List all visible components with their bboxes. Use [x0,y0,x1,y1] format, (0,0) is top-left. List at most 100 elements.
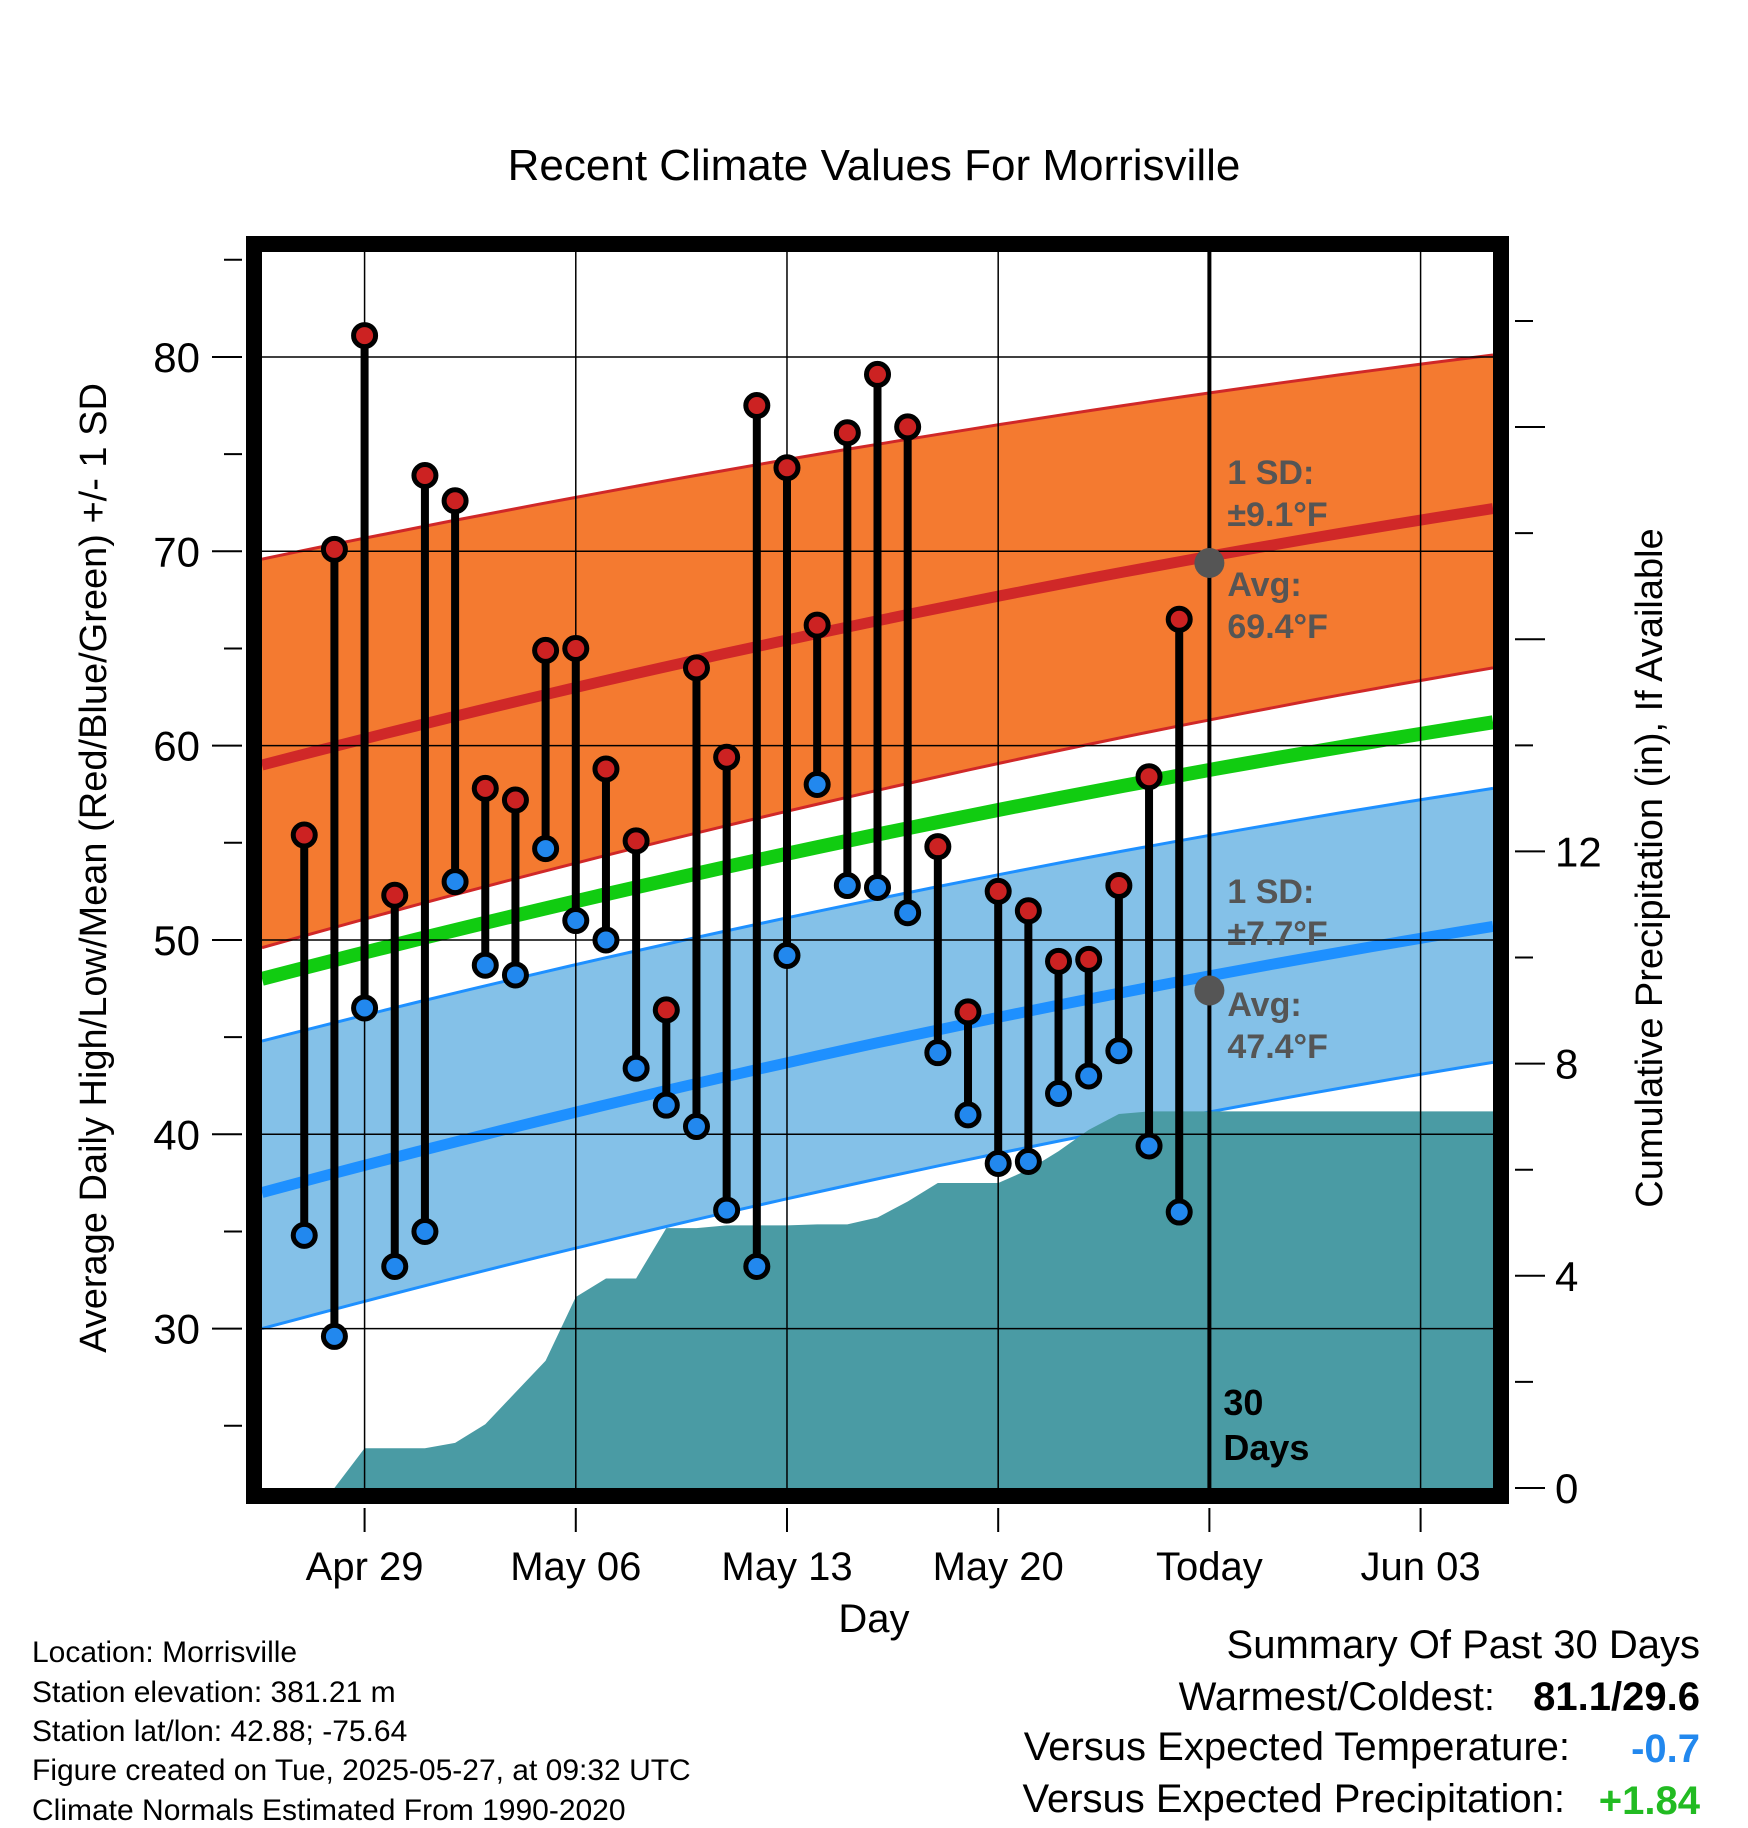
high-avg-marker [1194,547,1225,578]
summary-temp-value: -0.7 [1631,1727,1700,1771]
low-point [441,868,469,896]
low-point [924,1039,952,1067]
high-point [1105,872,1133,900]
low-point [864,873,891,901]
low-point [652,1091,680,1119]
high-point [1045,947,1073,975]
chart-title: Recent Climate Values For Morrisville [508,141,1241,190]
low-point [682,1113,710,1141]
low-point [501,961,529,989]
low-point [894,899,922,927]
summary-warm-cold-value: 81.1/29.6 [1533,1675,1700,1719]
high-point [954,998,982,1026]
high-point [351,322,379,350]
low-point [1075,1062,1103,1090]
footer-normals: Climate Normals Estimated From 1990-2020 [32,1794,626,1827]
y-axis-label: Average Daily High/Low/Mean (Red/Blue/Gr… [73,383,115,1353]
y2-tick-label-8: 8 [1555,1041,1578,1088]
high-point [803,611,831,639]
high-point [713,743,741,771]
high-point [290,821,318,849]
high-point [773,454,801,482]
footer-created: Figure created on Tue, 2025-05-27, at 09… [32,1754,691,1787]
high-point [1075,945,1103,973]
high-point [984,877,1012,905]
high-point [562,634,590,662]
high-point [320,535,348,563]
high-point [652,996,680,1024]
low-avg-marker [1194,975,1225,1006]
low-lower-line [262,1060,1493,1331]
low-avg-value: 47.4°F [1227,1028,1328,1066]
x-tick-label: Apr 29 [306,1545,424,1589]
y-tick-label-50: 50 [153,917,200,964]
high-point [622,827,650,855]
low-avg-line [262,920,1493,1198]
low-avg-label: Avg: [1227,986,1301,1024]
low-sd-label: 1 SD: [1227,873,1314,911]
x-tick-label: Jun 03 [1361,1545,1481,1589]
high-point [1165,605,1193,633]
high-point [1135,763,1163,791]
low-point [1014,1148,1042,1176]
high-point [501,786,529,814]
low-point [954,1101,982,1129]
high-point [592,755,620,783]
y-tick-label-60: 60 [153,723,200,770]
low-point [351,994,379,1022]
plot-area: 1 SD: ±9.1°F Avg: 69.4°F 1 SD: ±7.7°F Avg: 47.4… [153,236,1602,1589]
summary-precip-label: Versus Expected Precipitation: [1022,1777,1565,1821]
x-axis-label: Day [838,1597,909,1641]
x-tick-label: May 13 [721,1545,852,1589]
high-point [532,636,560,664]
low-point [592,926,620,954]
summary-warm-cold-label: Warmest/Coldest: [1179,1675,1495,1719]
plot-frame [246,236,1509,1504]
y-tick-label-30: 30 [153,1306,200,1353]
low-point [1165,1198,1193,1226]
low-point [471,951,499,979]
high-point [743,392,771,420]
low-point [532,835,560,863]
high-point [441,487,469,515]
summary-temp-label: Versus Expected Temperature: [1024,1725,1570,1769]
y-tick-label-40: 40 [153,1111,200,1158]
low-point [803,770,831,798]
footer-location: Location: Morrisville [32,1636,297,1669]
low-point [743,1252,771,1280]
low-point [320,1322,348,1350]
high-sd-label: 1 SD: [1227,454,1314,492]
high-point [1014,897,1042,925]
summary-title: Summary Of Past 30 Days [1227,1623,1700,1667]
x-tick-label: May 20 [933,1545,1064,1589]
high-point [682,654,710,682]
low-sd-band [262,788,1493,1329]
low-point [1135,1132,1163,1160]
x-tick-label: Today [1156,1545,1263,1589]
low-point [984,1149,1012,1177]
high-avg-label: Avg: [1227,566,1301,604]
high-point [411,461,439,489]
low-point [622,1054,650,1082]
summary-precip-value: +1.84 [1599,1779,1701,1823]
low-point [381,1252,409,1280]
x-tick-label: May 06 [510,1545,641,1589]
y-tick-label-70: 70 [153,528,200,575]
high-point [924,833,952,861]
high-point [471,774,499,802]
low-point [1045,1079,1073,1107]
y2-tick-label-0: 0 [1555,1465,1578,1512]
y2-axis-label: Cumulative Precipitation (in), If Availa… [1629,528,1671,1207]
low-point [833,872,861,900]
low-point [773,942,801,970]
today-label-2: Days [1223,1427,1309,1468]
high-point [864,360,891,388]
high-sd-value: ±9.1°F [1227,496,1327,534]
precipitation-area [334,1111,1493,1488]
high-point [381,881,409,909]
low-sd-value: ±7.7°F [1227,915,1327,953]
footer-latlon: Station lat/lon: 42.88; -75.64 [32,1715,407,1748]
high-point [833,419,861,447]
footer-elevation: Station elevation: 381.21 m [32,1676,396,1709]
